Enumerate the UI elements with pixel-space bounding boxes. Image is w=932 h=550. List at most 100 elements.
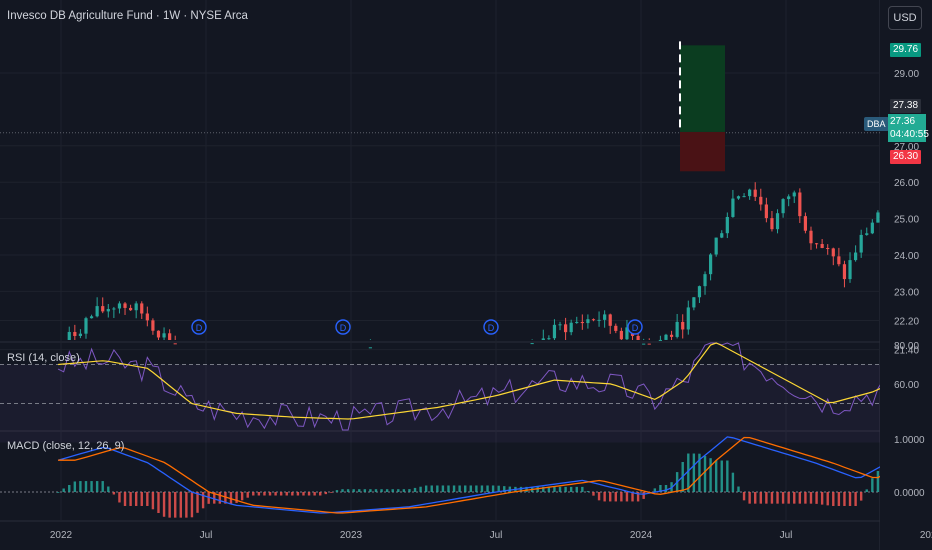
macd-histogram-bar [436,485,439,492]
macd-histogram-bar [714,460,718,492]
candle-body [547,338,551,340]
macd-histogram-bar [441,485,445,492]
candle-body [123,303,127,308]
candle-body [151,320,155,331]
macd-histogram-bar [107,486,110,492]
candle-body [173,343,177,345]
candle-body [870,222,874,234]
macd-axis-zero: 0.0000 [894,488,925,499]
macd-histogram-bar [542,486,545,492]
candle-body [608,314,612,326]
macd-histogram-bar [79,481,82,492]
rsi-pane [0,342,932,443]
candle-body [803,216,808,231]
candle-body [558,324,562,326]
candle-body [742,196,746,198]
macd-histogram-bar [279,492,283,496]
macd-histogram-bar [636,492,640,502]
macd-histogram-bar [458,485,461,492]
macd-histogram-bar [486,485,489,492]
candle-body [106,309,110,312]
macd-histogram-bar [101,481,104,492]
macd-histogram-bar [291,492,294,496]
candle-body [614,325,618,331]
candle-body [145,313,149,321]
macd-histogram-bar [859,492,863,501]
candle-body [781,199,785,214]
macd-histogram-bar [229,492,233,504]
macd-label[interactable]: MACD (close, 12, 26, 9) [7,440,125,452]
macd-histogram-bar [452,485,456,492]
dividend-marker-label: D [488,323,495,333]
macd-histogram-bar [146,492,149,506]
candle-body [759,196,763,205]
macd-histogram-bar [748,492,751,504]
macd-histogram-bar [84,481,88,492]
long-position-tool[interactable] [679,41,725,172]
candle-body [826,248,830,250]
macd-histogram-bar [737,486,740,492]
candle-body [586,319,590,324]
macd-histogram-bar [224,492,227,504]
macd-histogram-bar [330,492,333,493]
macd-histogram-bar [274,492,277,496]
macd-histogram-bar [508,486,512,492]
macd-histogram-bar [380,489,383,492]
macd-histogram-bar [162,492,166,517]
macd-histogram-bar [62,488,65,492]
candle-body [697,286,702,298]
candle-body [619,330,623,340]
macd-histogram-bar [201,492,205,509]
candle-body [854,252,858,261]
dividend-marker-label: D [340,323,347,333]
y-tick-label: 26.00 [894,178,919,189]
candle-body [814,243,819,245]
candle-body [703,274,707,287]
y-tick-label: 27.00 [894,142,919,153]
candle-body [714,237,718,255]
macd-histogram-bar [553,486,556,492]
macd-histogram-bar [525,486,528,492]
macd-histogram-bar [703,455,707,492]
macd-histogram-bar [263,492,266,496]
candle-body [831,248,835,257]
macd-histogram-bar [781,492,785,504]
macd-histogram-bar [73,481,77,492]
macd-histogram-bar [815,492,818,504]
candle-body [681,321,685,330]
macd-histogram-bar [692,453,696,492]
candle-body [569,322,573,333]
macd-histogram-bar [843,492,846,506]
macd-histogram-bar [687,453,690,492]
currency-button[interactable]: USD [888,6,922,30]
macd-histogram-bar [469,485,472,492]
candle-body [692,297,696,308]
macd-histogram-bar [358,489,361,492]
macd-histogram-bar [558,486,562,492]
macd-histogram-bar [464,485,467,492]
macd-histogram-bar [363,489,367,492]
macd-histogram-bar [346,489,350,492]
macd-histogram-bar [575,486,578,492]
candle-body [787,196,791,200]
macd-histogram-bar [296,492,300,496]
candle-body [820,244,824,249]
macd-histogram-bar [625,492,629,502]
macd-histogram-bar [503,486,506,492]
candle-body [859,234,863,253]
candle-body [89,316,94,319]
macd-histogram-bar [765,492,768,504]
macd-histogram-bar [871,478,874,492]
x-tick-label: 2025 [920,530,932,541]
rsi-label[interactable]: RSI (14, close) [7,352,80,364]
macd-histogram-bar [614,492,617,502]
macd-histogram-bar [620,492,623,502]
loss-zone [680,131,725,172]
macd-histogram-bar [597,492,601,501]
macd-histogram-bar [776,492,779,504]
macd-histogram-bar [419,486,422,492]
candle-body [530,343,534,345]
macd-histogram-bar [157,492,160,514]
